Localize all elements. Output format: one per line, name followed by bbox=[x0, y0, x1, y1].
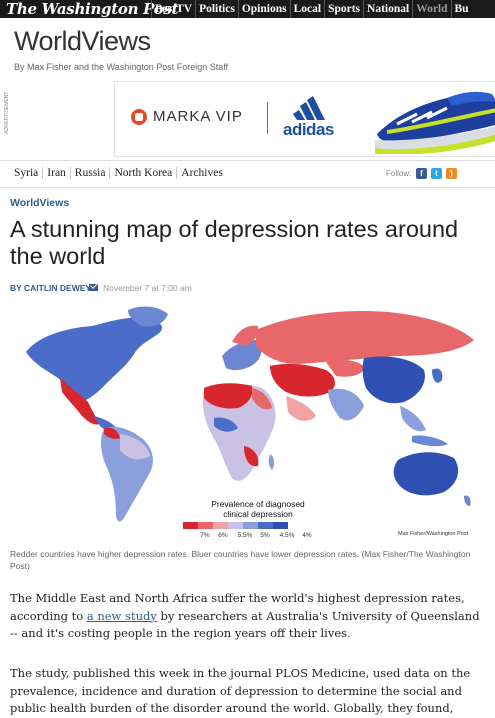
blog-byline: By Max Fisher and the Washington Post Fo… bbox=[14, 62, 229, 72]
nav-item-sports[interactable]: Sports bbox=[324, 0, 363, 18]
map-europe bbox=[222, 340, 262, 371]
map-central-asia bbox=[326, 360, 366, 377]
map-australia bbox=[393, 452, 459, 496]
legend-swatch bbox=[183, 522, 198, 529]
nav-item-national[interactable]: National bbox=[363, 0, 412, 18]
topic-link-iran[interactable]: Iran bbox=[42, 167, 70, 179]
article-kicker[interactable]: WorldViews bbox=[10, 197, 70, 209]
map-india bbox=[328, 388, 364, 421]
legend-tick: 5.5% bbox=[237, 532, 253, 539]
legend-tick: 4% bbox=[302, 532, 312, 539]
new-study-link[interactable]: a new study bbox=[86, 608, 157, 623]
rss-icon[interactable]: ) bbox=[446, 168, 457, 179]
map-brazil bbox=[120, 434, 150, 460]
twitter-icon[interactable]: t bbox=[431, 168, 442, 179]
map-north-america bbox=[26, 317, 163, 400]
legend-tick: 4.5% bbox=[279, 532, 295, 539]
map-egypt bbox=[252, 388, 272, 410]
map-legend-title: Prevalence of diagnosed clinical depress… bbox=[211, 499, 305, 519]
article-paragraph-2: The study, published this week in the jo… bbox=[10, 666, 471, 715]
image-caption: Redder countries have higher depression … bbox=[10, 549, 471, 571]
topic-link-archives[interactable]: Archives bbox=[176, 167, 227, 179]
facebook-icon[interactable]: f bbox=[416, 168, 427, 179]
map-japan bbox=[432, 368, 443, 383]
ad-divider bbox=[267, 102, 268, 134]
topic-subnav: Syria Iran Russia North Korea Archives F… bbox=[0, 160, 495, 188]
map-indonesia bbox=[412, 435, 448, 447]
legend-swatch bbox=[243, 522, 258, 529]
ad-label: ADVERTISEMENT bbox=[4, 91, 10, 134]
adidas-logo-icon bbox=[293, 96, 325, 120]
map-legend-ticks: 7% 6% 5.5% 5% 4.5% 4% bbox=[183, 532, 323, 542]
legend-tick: 7% bbox=[200, 532, 210, 539]
map-mexico bbox=[60, 378, 100, 425]
map-southern-africa-red bbox=[244, 446, 259, 467]
site-logo[interactable]: The Washington Post bbox=[6, 0, 179, 18]
legend-tick: 5% bbox=[260, 532, 270, 539]
blog-title[interactable]: WorldViews bbox=[14, 26, 151, 56]
map-middle-east bbox=[270, 363, 335, 397]
map-west-africa bbox=[214, 417, 238, 432]
legend-swatch bbox=[228, 522, 243, 529]
legend-swatch bbox=[258, 522, 273, 529]
nav-item-business[interactable]: Bu bbox=[450, 0, 472, 18]
article-author[interactable]: BY CAITLIN DEWEY bbox=[10, 283, 92, 293]
nav-item-opinions[interactable]: Opinions bbox=[237, 0, 290, 18]
shoe-image bbox=[375, 91, 495, 154]
email-icon[interactable] bbox=[89, 284, 98, 291]
legend-tick: 6% bbox=[218, 532, 228, 539]
nav-item-world[interactable]: World bbox=[412, 0, 450, 18]
paragraph-1-text-end: by researchers at Australia's University… bbox=[10, 608, 480, 641]
map-legend-scale bbox=[183, 522, 288, 529]
legend-swatch bbox=[213, 522, 228, 529]
topic-link-north-korea[interactable]: North Korea bbox=[109, 167, 176, 179]
map-madagascar bbox=[268, 454, 275, 470]
ad-brand-marka: MARKA VIP bbox=[153, 108, 243, 125]
map-north-africa bbox=[204, 383, 253, 409]
topic-links: Syria Iran Russia North Korea Archives bbox=[14, 167, 227, 179]
nav-item-local[interactable]: Local bbox=[289, 0, 324, 18]
map-colombia bbox=[104, 427, 120, 439]
map-central-america bbox=[94, 416, 116, 431]
paragraph-1-text-start: The Middle East and North Africa suffer … bbox=[10, 591, 465, 623]
article-paragraph-1: The Middle East and North Africa suffer … bbox=[10, 590, 480, 643]
ad-brand-adidas: adidas bbox=[283, 120, 334, 139]
follow-label: Follow: bbox=[386, 169, 412, 178]
topic-link-syria[interactable]: Syria bbox=[14, 167, 39, 179]
depression-world-map bbox=[26, 306, 474, 522]
map-new-zealand bbox=[464, 495, 471, 506]
top-navigation-bar: The Washington Post PostTV Politics Opin… bbox=[0, 0, 495, 18]
map-credit: Max Fisher/Washington Post bbox=[398, 531, 469, 537]
nav-item-politics[interactable]: Politics bbox=[195, 0, 238, 18]
map-russia bbox=[256, 310, 474, 364]
topic-link-russia[interactable]: Russia bbox=[69, 167, 110, 179]
legend-swatch bbox=[273, 522, 288, 529]
map-china bbox=[362, 356, 425, 404]
section-nav: PostTV Politics Opinions Local Sports Na… bbox=[151, 0, 472, 18]
nav-item-posttv[interactable]: PostTV bbox=[151, 0, 195, 18]
map-arabian-peninsula bbox=[286, 396, 316, 421]
marka-logo-icon bbox=[131, 109, 147, 125]
map-greenland bbox=[128, 306, 168, 327]
advertisement-banner[interactable]: MARKA VIP adidas bbox=[114, 81, 495, 157]
legend-swatch bbox=[198, 522, 213, 529]
article-headline: A stunning map of depression rates aroun… bbox=[10, 216, 459, 269]
article-date: November 7 at 7:00 am bbox=[103, 283, 192, 293]
map-southeast-asia bbox=[400, 406, 426, 432]
map-scandinavia bbox=[232, 325, 259, 346]
